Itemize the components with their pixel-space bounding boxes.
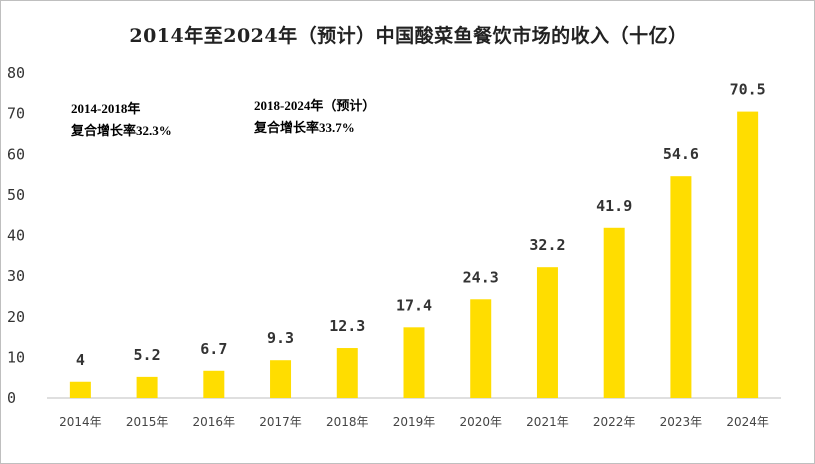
x-tick-label: 2015年 <box>126 415 169 429</box>
bar <box>270 360 292 398</box>
y-tick-label: 80 <box>7 64 25 82</box>
data-label: 24.3 <box>463 268 499 286</box>
y-tick-label: 50 <box>7 186 25 204</box>
x-tick-label: 2021年 <box>526 415 569 429</box>
cagr-annotation-2018-2024: 2018-2024年（预计） 复合增长率33.7% <box>254 95 375 139</box>
x-tick-label: 2014年 <box>59 415 102 429</box>
x-tick-label: 2017年 <box>259 415 302 429</box>
x-tick-label: 2022年 <box>593 415 636 429</box>
data-label: 41.9 <box>596 197 632 215</box>
x-tick-label: 2020年 <box>459 415 502 429</box>
bar <box>336 348 358 398</box>
y-tick-label: 70 <box>7 105 25 123</box>
data-label: 70.5 <box>730 81 766 99</box>
bar <box>69 381 91 398</box>
x-tick-label: 2024年 <box>726 415 769 429</box>
x-tick-label: 2023年 <box>660 415 703 429</box>
bar <box>470 299 492 398</box>
data-label: 9.3 <box>267 329 294 347</box>
annotation-period: 2018-2024年（预计） <box>254 98 376 113</box>
data-label: 54.6 <box>663 145 699 163</box>
data-label: 6.7 <box>200 340 227 358</box>
bar <box>670 176 692 398</box>
bar <box>536 267 558 398</box>
x-tick-label: 2018年 <box>326 415 369 429</box>
y-tick-label: 0 <box>7 389 16 407</box>
data-label: 17.4 <box>396 296 432 314</box>
annotation-period: 2014-2018年 <box>71 101 141 116</box>
cagr-annotation-2014-2018: 2014-2018年 复合增长率32.3% <box>71 98 172 142</box>
data-label: 4 <box>76 351 85 369</box>
bar <box>203 370 225 398</box>
y-tick-label: 40 <box>7 227 25 245</box>
bar <box>403 327 425 398</box>
y-tick-label: 20 <box>7 308 25 326</box>
x-tick-label: 2019年 <box>393 415 436 429</box>
chart-title: 2014年至2024年（预计）中国酸菜鱼餐饮市场的收入（十亿） <box>129 25 688 47</box>
y-tick-label: 10 <box>7 348 25 366</box>
data-label: 5.2 <box>134 346 161 364</box>
data-label: 12.3 <box>329 317 365 335</box>
annotation-cagr: 复合增长率33.7% <box>254 120 355 135</box>
y-tick-label: 30 <box>7 267 25 285</box>
x-tick-label: 2016年 <box>193 415 236 429</box>
y-tick-label: 60 <box>7 145 25 163</box>
bar <box>737 111 759 398</box>
bar <box>136 376 158 398</box>
bar <box>603 227 625 398</box>
annotation-cagr: 复合增长率32.3% <box>71 123 172 138</box>
data-label: 32.2 <box>529 236 565 254</box>
